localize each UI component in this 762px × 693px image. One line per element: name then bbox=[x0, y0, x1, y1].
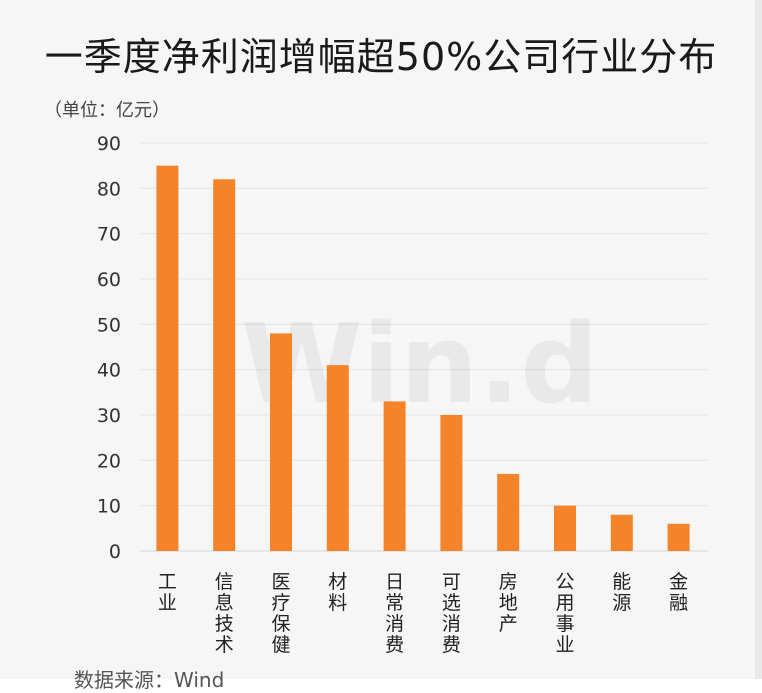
y-tick-label-80: 80 bbox=[97, 178, 121, 200]
y-tick-label-0: 0 bbox=[109, 541, 121, 563]
y-tick-label-40: 40 bbox=[97, 360, 121, 382]
bar-8 bbox=[554, 505, 576, 551]
right-edge-strip bbox=[755, 0, 762, 679]
bar-9 bbox=[610, 514, 633, 551]
y-tick-label-50: 50 bbox=[97, 314, 121, 336]
bar-chart: 0 10 20 30 40 50 60 70 80 90 Win.d 工业 信息技术 医疗保健 材料 日常消费… bbox=[97, 133, 708, 656]
category-label-4: 材料 bbox=[328, 571, 347, 614]
bar-2 bbox=[213, 179, 236, 551]
bar-7 bbox=[497, 473, 520, 551]
category-label-10: 金融 bbox=[669, 571, 688, 614]
bar-6 bbox=[440, 415, 463, 551]
category-label-5: 日常消费 bbox=[385, 571, 404, 656]
bar-10 bbox=[667, 523, 690, 551]
y-tick-label-30: 30 bbox=[97, 405, 121, 427]
category-label-8: 公用事业 bbox=[555, 571, 574, 656]
y-tick-label-20: 20 bbox=[97, 450, 121, 472]
unit-label: （单位：亿元） bbox=[44, 100, 170, 121]
bar-3 bbox=[270, 333, 292, 551]
bar-5 bbox=[383, 401, 406, 551]
bar-1 bbox=[156, 165, 179, 551]
y-tick-label-10: 10 bbox=[97, 496, 121, 518]
chart-title: 一季度净利润增幅超50%公司行业分布 bbox=[44, 35, 718, 79]
bar-4 bbox=[326, 365, 349, 551]
category-label-6: 可选消费 bbox=[442, 571, 461, 656]
category-label-1: 工业 bbox=[158, 571, 177, 614]
y-tick-label-60: 60 bbox=[97, 269, 121, 291]
category-label-7: 房地产 bbox=[499, 571, 518, 635]
category-label-9: 能源 bbox=[612, 571, 631, 614]
category-label-2: 信息技术 bbox=[215, 571, 234, 656]
chart-frame bbox=[0, 0, 762, 679]
y-tick-label-70: 70 bbox=[97, 224, 121, 246]
category-label-3: 医疗保健 bbox=[271, 571, 290, 656]
watermark-text: Win.d bbox=[241, 300, 599, 428]
y-tick-label-90: 90 bbox=[97, 133, 121, 155]
